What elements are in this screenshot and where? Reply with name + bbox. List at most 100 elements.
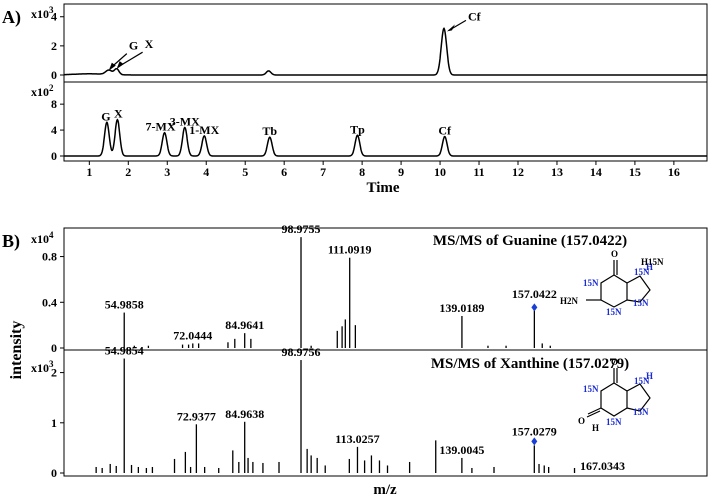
b-bottom-title: MS/MS of Xanthine (157.0279) (431, 356, 629, 372)
x-tick-label: 5 (242, 165, 248, 179)
b-top-y-ticks: 0 0.4 0.8 (42, 250, 64, 355)
a-x-axis-label: Time (366, 180, 399, 196)
guanine-n1-label: 15N (583, 278, 599, 288)
x-tick-label: 11 (473, 165, 484, 179)
mz-label: 98.9755 (282, 222, 321, 236)
a-top-multiplier: x103 (31, 5, 54, 21)
guanine-n3-label: 15N (606, 307, 622, 317)
x-tick-label: 14 (590, 165, 602, 179)
x-tick-label: 9 (398, 165, 404, 179)
b-top-multiplier: x104 (31, 230, 54, 246)
guanine-atom-labels: O H 15N 15N 15N 15N H15N H2N (560, 249, 664, 317)
a-top-peak-annotations: G X Cf (108, 9, 482, 71)
x-tick-label: 4 (203, 165, 209, 179)
mz-label: 54.9854 (105, 344, 144, 358)
panel-b-bottom-frame (63, 349, 708, 477)
peak-label: X (145, 37, 154, 51)
xanthine-o2-label: O (578, 416, 585, 426)
y-tick-label: 0 (51, 149, 57, 163)
peak-label: 1-MX (189, 123, 219, 137)
b-y-axis-label: intensity (8, 321, 25, 380)
annotation-arrowhead (116, 61, 124, 70)
xanthine-n3-label: 15N (606, 417, 622, 427)
mz-label: 84.9641 (225, 318, 264, 332)
a-top-chromatogram-trace (63, 27, 707, 76)
mz-label: 139.0189 (439, 301, 484, 315)
y-tick-label: 0.4 (42, 295, 57, 309)
mz-label: 167.0343 (580, 459, 625, 473)
y-tick-label: 0 (51, 68, 57, 82)
x-tick-label: 12 (512, 165, 524, 179)
precursor-marker (531, 303, 538, 312)
mz-label: 98.9756 (282, 345, 321, 359)
guanine-hn-label: H15N (641, 257, 664, 267)
xanthine-n7-label: 15N (633, 407, 649, 417)
y-tick-label: 4 (51, 123, 57, 137)
y-tick-label: 0 (51, 466, 57, 480)
xanthine-atom-labels: O H 15N 15N 15N O H 15N (578, 357, 653, 433)
mz-label: 84.9638 (225, 407, 264, 421)
guanine-imidazole-bond (626, 275, 651, 303)
xanthine-c2-carbonyl-bond-2 (586, 410, 601, 418)
y-tick-label: 0 (51, 341, 57, 355)
peak-label: 7-MX (146, 120, 176, 134)
x-tick-label: 10 (434, 165, 446, 179)
xanthine-n1-label: 15N (583, 384, 599, 394)
x-tick-label: 15 (629, 165, 641, 179)
y-tick-label: 1 (51, 416, 57, 430)
mz-label: 111.0919 (328, 243, 372, 257)
annotation-arrowhead (108, 62, 116, 71)
x-tick-label: 1 (86, 165, 92, 179)
guanine-amine-label: H2N (560, 296, 579, 306)
annotation-arrowhead (446, 24, 455, 32)
x-tick-label: 16 (668, 165, 680, 179)
b-top-spectrum-bars: 54.9858 72.0444 84.9641 98.9755 111.0919 139.… (105, 222, 557, 348)
b-x-axis-label: m/z (373, 482, 397, 498)
mz-label: 157.0422 (512, 287, 557, 301)
peak-label: G (101, 109, 110, 123)
guanine-ring-bond (600, 274, 628, 308)
peak-label: Cf (468, 9, 482, 23)
xanthine-imidazole-bond (626, 383, 651, 412)
guanine-n9-label: 15N (633, 298, 649, 308)
panel-a-bottom-frame (63, 81, 708, 162)
xanthine-o6-label: O (611, 357, 618, 367)
xanthine-h3-label: H (592, 423, 599, 433)
panel-label-a: A) (2, 7, 21, 28)
b-bottom-spectrum-bars: 54.9854 72.9377 84.9638 98.9756 113.0257 139.… (95, 344, 625, 473)
x-tick-label: 8 (359, 165, 365, 179)
panel-label-b: B) (2, 231, 20, 252)
peak-label: 3-MX (170, 114, 200, 128)
xanthine-n9-label: 15N (634, 376, 650, 386)
y-tick-label: 4 (51, 10, 57, 24)
mz-label: 157.0279 (512, 424, 557, 438)
x-tick-label: 13 (551, 165, 563, 179)
mz-label: 139.0045 (439, 443, 484, 457)
mz-label: 113.0257 (335, 432, 379, 446)
x-tick-label: 2 (125, 165, 131, 179)
a-bottom-peak-annotations: G X 7-MX3-MX1-MX Tb Tp Cf (101, 107, 452, 139)
precursor-marker (531, 437, 538, 446)
a-x-ticks: 1 2 3 4 5 6 7 8 9 10 11 12 13 14 15 16 (86, 161, 680, 179)
a-bottom-multiplier: x102 (31, 83, 54, 99)
b-bottom-y-ticks: 0 1 2 (51, 366, 64, 480)
mz-label: 72.0444 (173, 328, 212, 342)
x-tick-label: 6 (281, 165, 287, 179)
b-top-title: MS/MS of Guanine (157.0422) (433, 233, 627, 249)
xanthine-c2-carbonyl-bond (587, 407, 602, 415)
peak-label: G (129, 39, 138, 53)
guanine-h-label: H (646, 262, 653, 272)
y-tick-label: 2 (51, 366, 57, 380)
xanthine-h-label: H (646, 371, 653, 381)
guanine-structure (586, 260, 651, 308)
x-tick-label: 3 (164, 165, 170, 179)
panel-a-top-frame (63, 3, 708, 83)
guanine-n7-label: 15N (634, 267, 650, 277)
b-bottom-multiplier: x103 (31, 359, 54, 375)
y-tick-label: 2 (51, 39, 57, 53)
mz-label: 54.9858 (105, 298, 144, 312)
y-tick-label: 8 (51, 97, 57, 111)
xanthine-ring-bond (600, 382, 628, 417)
peak-label: X (114, 107, 123, 121)
